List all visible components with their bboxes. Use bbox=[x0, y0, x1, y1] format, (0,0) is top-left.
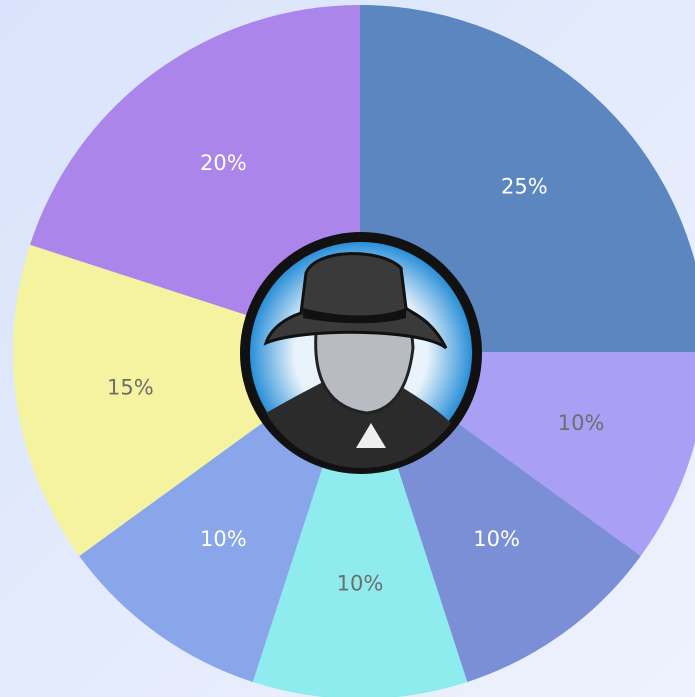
value-label: 10% bbox=[200, 527, 247, 551]
page: 25%10%10%10%10%15%20% (() => { const dat… bbox=[0, 0, 695, 697]
chart: 25% 10% 10% 10% 10% 15% 20% bbox=[0, 0, 695, 697]
value-label: 10% bbox=[558, 411, 605, 435]
value-label: 15% bbox=[107, 375, 154, 399]
value-label: 10% bbox=[473, 527, 520, 551]
value-label: 20% bbox=[200, 151, 247, 175]
value-label: 25% bbox=[501, 175, 548, 199]
center-logo bbox=[240, 232, 482, 474]
value-label: 10% bbox=[337, 571, 384, 595]
